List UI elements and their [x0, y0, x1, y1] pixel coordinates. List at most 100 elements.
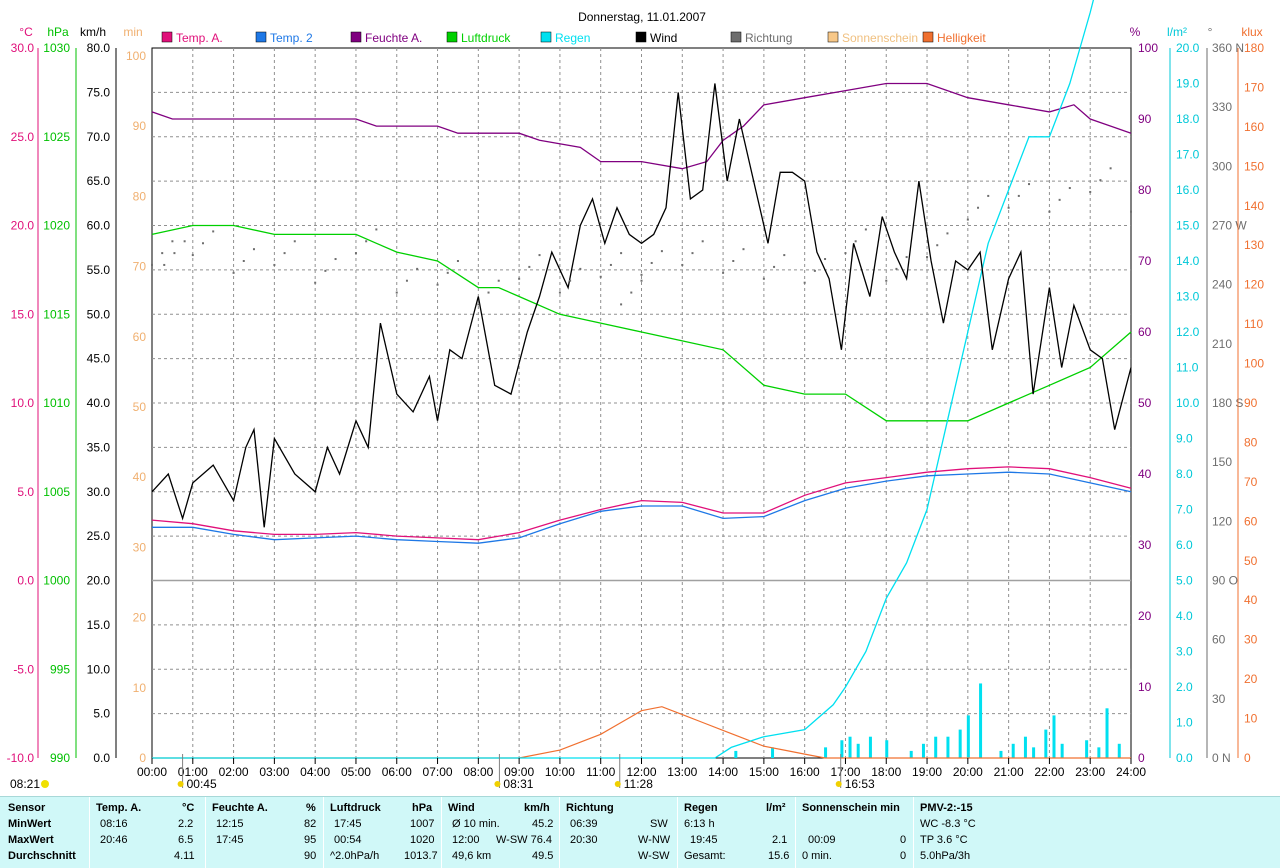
- legend-label: Luftdruck: [461, 31, 511, 45]
- humidity-axis-tick: 50: [1138, 396, 1152, 410]
- time-axis: 00:00 01:00 02:00 03:00 04:00 05:00 06:00 07:00…: [10, 754, 1146, 791]
- rain-axis-tick: 16.0: [1176, 183, 1200, 197]
- direction-dot: [599, 275, 602, 278]
- direction-dot: [1099, 179, 1102, 182]
- direction-dot: [1109, 167, 1112, 170]
- light-axis-tick: 80: [1244, 435, 1258, 449]
- marker-sun-dot: [494, 781, 501, 787]
- temp-axis-tick: 10.0: [11, 396, 35, 410]
- light-axis-tick: 90: [1244, 396, 1258, 410]
- wind-title: Wind: [448, 802, 475, 814]
- direction-dot: [173, 252, 176, 255]
- direction-dot: [191, 254, 194, 257]
- weather-chart: Donnerstag, 11.01.2007 Temp. A. Temp. 2 Fe…: [7, 0, 1265, 791]
- chart-title: Donnerstag, 11.01.2007: [578, 10, 706, 24]
- direction-axis-tick: 240: [1212, 278, 1232, 292]
- wind-column: Wind km/h Ø 10 min. 45.2 12:00 W-SW 76.4…: [442, 797, 560, 868]
- wind-axis-tick: 20.0: [87, 574, 111, 588]
- direction-dot: [773, 265, 776, 268]
- light-axis-tick: 30: [1244, 633, 1258, 647]
- rain-axis-tick: 6.0: [1176, 538, 1193, 552]
- direction-dot: [630, 291, 633, 294]
- wind-axis-tick: 15.0: [87, 618, 111, 632]
- rain-bar: [909, 750, 913, 758]
- direction-dot: [252, 248, 255, 251]
- rain-bar: [934, 736, 938, 758]
- sunrise-time: 08:21: [10, 777, 40, 791]
- humidity-axis-tick: 0: [1138, 751, 1145, 765]
- direction-axis-tick: 120: [1212, 514, 1232, 528]
- direction-axis-tick: 330: [1212, 100, 1232, 114]
- pressure-title: Luftdruck: [330, 802, 381, 814]
- temp2-line: [152, 471, 1132, 544]
- direction-dot: [895, 267, 898, 270]
- rain-total: 15.6: [768, 850, 790, 862]
- legend-item: Sonnenschein: [827, 31, 918, 45]
- direction-dot: [609, 263, 612, 266]
- wind-axis-tick: 35.0: [87, 440, 111, 454]
- direction-dot: [375, 228, 378, 231]
- direction-dot: [691, 252, 694, 255]
- wind-max-val: W-SW 76.4: [496, 834, 553, 846]
- sun-column: Sonnenschein min 00:09 0 0 min. 0: [796, 797, 914, 868]
- time-tick-label: 14:00: [708, 765, 738, 779]
- wind-axis-tick: 60.0: [87, 219, 111, 233]
- time-tick-label: 22:00: [1034, 765, 1064, 779]
- direction-dot: [1007, 206, 1010, 209]
- rain-bar: [885, 740, 889, 758]
- direction-dot: [456, 260, 459, 262]
- humidity-avg: 90: [304, 850, 317, 862]
- rain-axis-tick: 4.0: [1176, 609, 1193, 623]
- legend-swatch: [730, 31, 742, 43]
- rain-axis-tick: 19.0: [1176, 77, 1200, 91]
- pressure-min-val: 1007: [410, 818, 435, 830]
- temp-axis-tick: -10.0: [7, 751, 35, 765]
- direction-max-time: 20:30: [570, 834, 598, 846]
- direction-dot: [701, 240, 704, 243]
- direction-avg: W-SW: [638, 850, 670, 862]
- rain-axis-tick: 1.0: [1176, 716, 1193, 730]
- time-tick-label: 18:00: [871, 765, 901, 779]
- direction-dot: [212, 230, 215, 233]
- pressure-axis-tick: 1020: [43, 219, 70, 233]
- legend-item: Temp. A.: [161, 31, 223, 45]
- direction-dot: [569, 279, 572, 282]
- temp-unit: °C: [182, 802, 195, 814]
- light-axis-tick: 10: [1244, 712, 1258, 726]
- pressure-axis-tick: 1010: [43, 396, 70, 410]
- wind-axis-tick: 5.0: [93, 707, 110, 721]
- direction-dot: [273, 263, 276, 266]
- direction-dot: [722, 271, 725, 274]
- legend-item: Regen: [540, 31, 590, 45]
- direction-dot: [528, 265, 531, 268]
- temp-axis-tick: -5.0: [13, 662, 34, 676]
- direction-dot: [660, 250, 663, 253]
- direction-dot: [905, 256, 908, 259]
- time-tick-label: 16:00: [790, 765, 820, 779]
- temp-axis-tick: 25.0: [11, 130, 35, 144]
- marker-label: 08:31: [503, 777, 533, 791]
- wind-line: [151, 83, 1132, 528]
- sun-axis-tick: 0: [139, 751, 146, 765]
- sun-axis-tick: 60: [133, 330, 147, 344]
- direction-dot: [579, 267, 582, 270]
- humidity-axis-tick: 100: [1138, 41, 1158, 55]
- pmv-dewpoint: TP 3.6 °C: [920, 834, 968, 846]
- wind-axis-tick: 55.0: [87, 263, 111, 277]
- pressure-axis-tick: 1000: [43, 574, 70, 588]
- rain-axis-tick: 7.0: [1176, 503, 1193, 517]
- axes: 30.025.020.015.010.05.00.0-5.0-10.010301…: [7, 25, 1265, 765]
- light-axis: 1801701601501401301201101009080706050403…: [1237, 41, 1264, 765]
- rain-duration: 6:13 h: [684, 818, 715, 830]
- pressure-avg: 1013.7: [404, 850, 438, 862]
- rain-axis-tick: 3.0: [1176, 645, 1193, 659]
- time-tick-label: 23:00: [1075, 765, 1105, 779]
- axis-unit-label: °: [1208, 25, 1213, 39]
- wind-avg10-label: Ø 10 min.: [452, 818, 500, 830]
- sensor-column: Sensor MinWert MaxWert Durchschnitt: [0, 797, 90, 868]
- humidity-title: Feuchte A.: [212, 802, 268, 814]
- sun-axis-tick: 20: [133, 611, 147, 625]
- rain-axis-tick: 8.0: [1176, 467, 1193, 481]
- pmv-windchill: WC -8.3 °C: [920, 818, 976, 830]
- wind-axis-tick: 40.0: [87, 396, 111, 410]
